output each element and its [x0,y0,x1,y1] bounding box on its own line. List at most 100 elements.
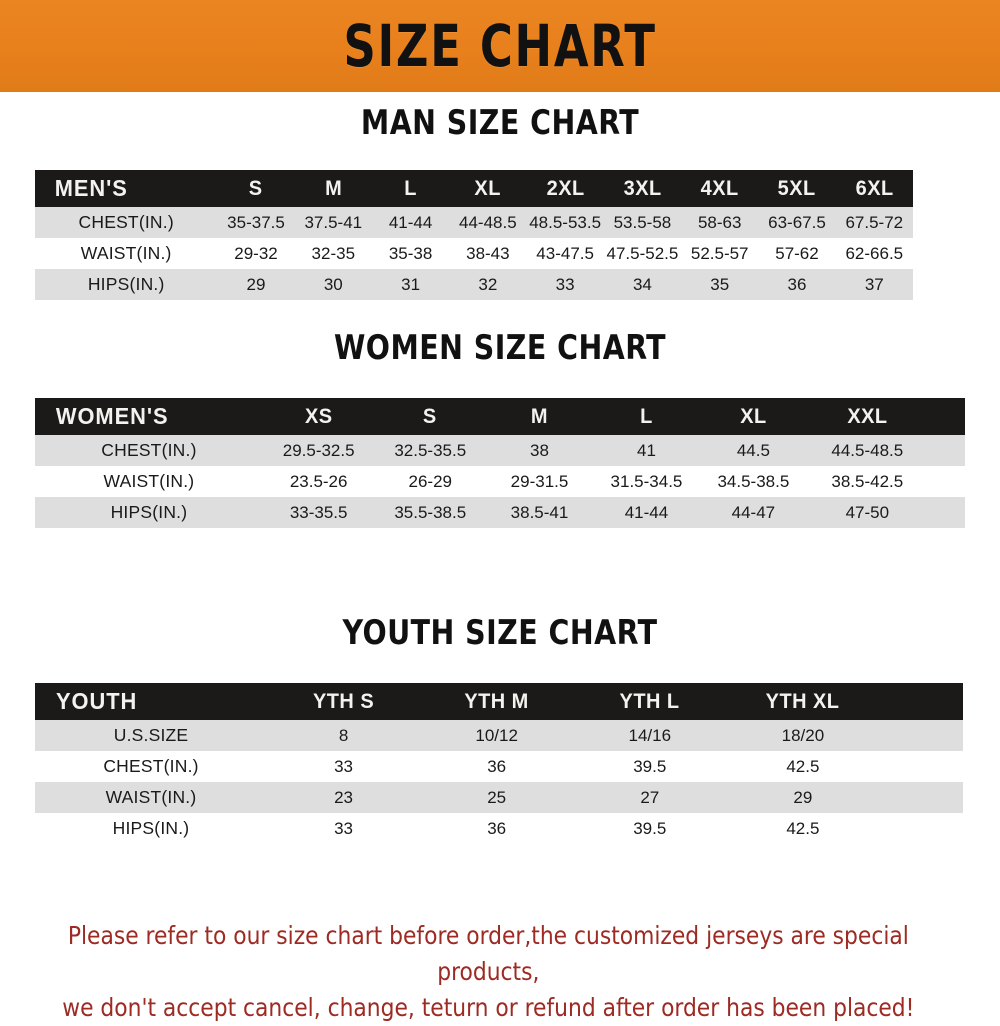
youth-row-label-hips: HIPS(IN.) [35,813,267,844]
youth-cell-ussize-xl: 18/20 [726,720,880,751]
women-header-row: WOMEN'S XS S M L XL XXL [35,398,965,435]
men-cell-waist-2xl: 43-47.5 [526,238,604,269]
men-column-header-6xl: 6XL [835,170,913,207]
youth-cell-chest-m: 36 [420,751,574,782]
youth-cell-waist-s: 23 [267,782,421,813]
table-row: HIPS(IN.) 29 30 31 32 33 34 35 36 37 [35,269,913,300]
men-header-row: MEN'S S M L XL 2XL 3XL 4XL 5XL 6XL [35,170,913,207]
disclaimer-line-2: we don't accept cancel, change, teturn o… [62,993,915,1022]
men-col-label-7: 5XL [777,176,816,200]
men-size-table: MEN'S S M L XL 2XL 3XL 4XL 5XL 6XL CHEST… [35,170,913,300]
women-col-label-2: M [530,404,549,428]
youth-cell-chest-l: 39.5 [573,751,727,782]
women-row-header-label: WOMEN'S [55,403,169,429]
men-size-table-wrapper: MEN'S S M L XL 2XL 3XL 4XL 5XL 6XL CHEST… [35,170,913,300]
youth-column-header-m: YTH M [420,683,574,720]
women-col-label-0: XS [304,404,333,428]
men-row-label-chest: CHEST(IN.) [35,207,218,238]
men-cell-waist-5xl: 57-62 [758,238,836,269]
men-cell-hips-3xl: 34 [603,269,682,300]
women-cell-waist-xxl: 38.5-42.5 [806,466,928,497]
disclaimer-line-1: Please refer to our size chart before or… [67,921,909,986]
youth-column-header-s: YTH S [267,683,421,720]
women-cell-waist-s: 26-29 [374,466,487,497]
women-cell-chest-s: 32.5-35.5 [374,435,487,466]
youth-col-label-1: YTH M [464,689,529,713]
men-cell-hips-xl: 32 [449,269,527,300]
women-cell-chest-xxl: 44.5-48.5 [806,435,928,466]
men-cell-chest-xl: 44-48.5 [449,207,527,238]
youth-header-spacer [879,683,963,720]
page-title: SIZE CHART [343,12,657,80]
women-cell-spacer [927,435,965,466]
men-cell-waist-3xl: 47.5-52.5 [603,238,682,269]
men-col-label-1: M [324,176,342,200]
youth-cell-hips-l: 39.5 [573,813,727,844]
men-column-header-5xl: 5XL [758,170,836,207]
men-column-header-s: S [217,170,295,207]
men-cell-chest-4xl: 58-63 [681,207,759,238]
youth-cell-waist-xl: 29 [726,782,880,813]
women-cell-hips-xxl: 47-50 [806,497,928,528]
men-col-label-4: 2XL [546,176,585,200]
men-cell-waist-s: 29-32 [217,238,295,269]
women-cell-chest-m: 38 [486,435,593,466]
men-cell-hips-5xl: 36 [758,269,836,300]
women-header-spacer [927,398,965,435]
men-cell-chest-6xl: 67.5-72 [835,207,913,238]
table-row: CHEST(IN.) 29.5-32.5 32.5-35.5 38 41 44.… [35,435,965,466]
table-row: CHEST(IN.) 35-37.5 37.5-41 41-44 44-48.5… [35,207,913,238]
men-column-header-3xl: 3XL [603,170,682,207]
youth-row-header-label: YOUTH [56,688,138,714]
women-cell-waist-xl: 34.5-38.5 [699,466,807,497]
women-cell-chest-xs: 29.5-32.5 [262,435,375,466]
women-cell-spacer [927,497,965,528]
youth-row-header-cell: YOUTH [35,683,267,720]
men-cell-waist-4xl: 52.5-57 [681,238,759,269]
youth-cell-ussize-l: 14/16 [573,720,727,751]
women-column-header-xxl: XXL [806,398,928,435]
youth-cell-waist-l: 27 [573,782,727,813]
women-cell-spacer [927,466,965,497]
men-col-label-0: S [249,176,263,200]
women-cell-waist-xs: 23.5-26 [262,466,375,497]
women-column-header-m: M [486,398,593,435]
table-row: U.S.SIZE 8 10/12 14/16 18/20 [35,720,963,751]
men-column-header-4xl: 4XL [681,170,759,207]
youth-column-header-xl: YTH XL [726,683,880,720]
women-table-body: CHEST(IN.) 29.5-32.5 32.5-35.5 38 41 44.… [35,435,965,528]
men-cell-hips-4xl: 35 [681,269,759,300]
women-column-header-s: S [374,398,487,435]
women-column-header-l: L [592,398,700,435]
women-col-label-4: XL [740,404,767,428]
women-cell-waist-l: 31.5-34.5 [592,466,700,497]
women-row-label-hips: HIPS(IN.) [35,497,263,528]
youth-section-title: YOUTH SIZE CHART [342,613,658,653]
youth-cell-ussize-m: 10/12 [420,720,574,751]
youth-cell-spacer [879,813,963,844]
men-cell-hips-6xl: 37 [835,269,913,300]
table-row: WAIST(IN.) 23.5-26 26-29 29-31.5 31.5-34… [35,466,965,497]
women-table-header: WOMEN'S XS S M L XL XXL [35,398,965,435]
men-col-label-8: 6XL [855,176,894,200]
women-column-header-xs: XS [262,398,375,435]
youth-cell-chest-s: 33 [267,751,421,782]
men-cell-chest-2xl: 48.5-53.5 [526,207,604,238]
table-row: HIPS(IN.) 33-35.5 35.5-38.5 38.5-41 41-4… [35,497,965,528]
men-table-header: MEN'S S M L XL 2XL 3XL 4XL 5XL 6XL [35,170,913,207]
men-column-header-l: L [371,170,450,207]
youth-cell-spacer [879,751,963,782]
youth-row-label-chest: CHEST(IN.) [35,751,267,782]
youth-column-header-l: YTH L [573,683,727,720]
men-col-label-5: 3XL [623,176,662,200]
women-size-table-wrapper: WOMEN'S XS S M L XL XXL CHEST(IN.) 29.5-… [35,398,965,528]
men-cell-hips-s: 29 [217,269,295,300]
women-cell-chest-xl: 44.5 [699,435,807,466]
men-row-label-hips: HIPS(IN.) [35,269,218,300]
men-cell-hips-2xl: 33 [526,269,604,300]
women-row-label-chest: CHEST(IN.) [35,435,263,466]
youth-cell-hips-xl: 42.5 [726,813,880,844]
men-cell-chest-3xl: 53.5-58 [603,207,682,238]
women-row-label-waist: WAIST(IN.) [35,466,263,497]
youth-table-header: YOUTH YTH S YTH M YTH L YTH XL [35,683,963,720]
